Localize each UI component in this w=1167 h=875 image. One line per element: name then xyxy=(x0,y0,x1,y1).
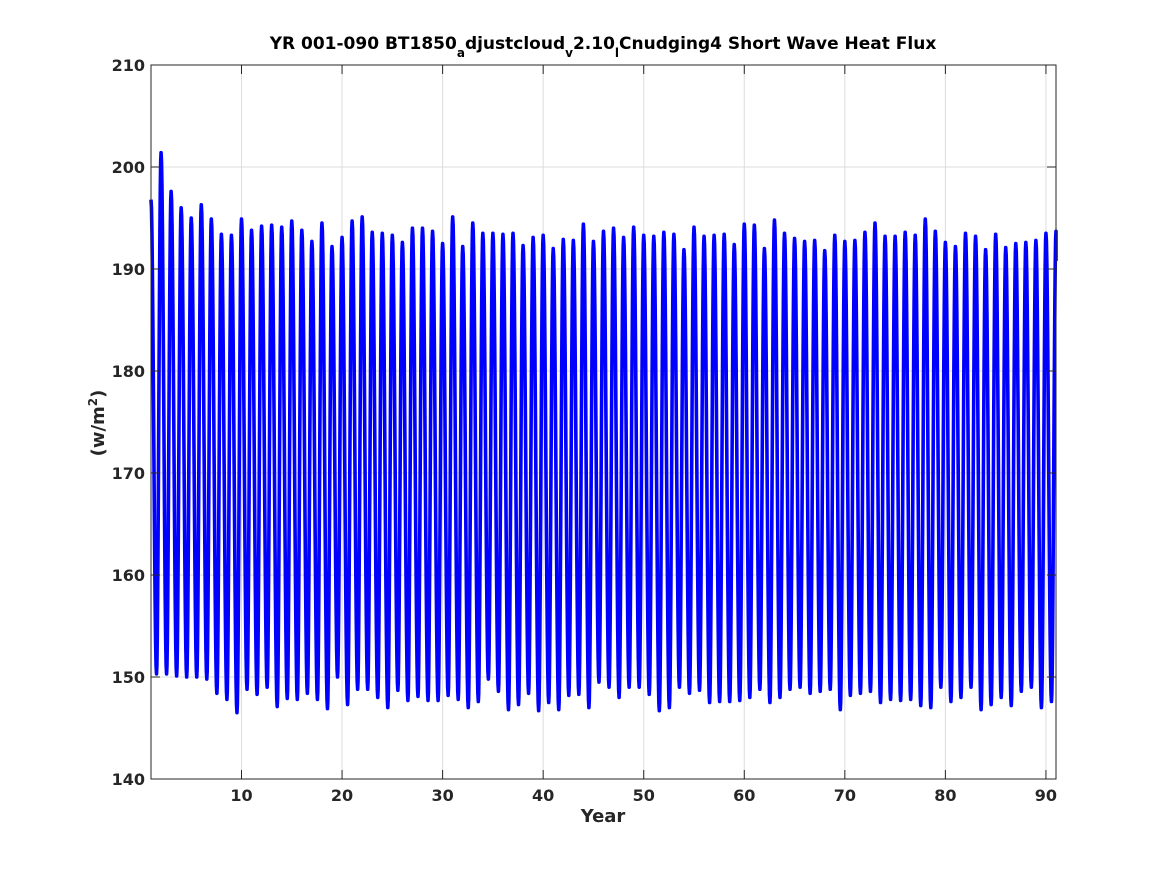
y-axis-label: (w/m2) xyxy=(86,390,109,457)
y-tick-label: 160 xyxy=(112,566,145,585)
x-tick-labels: 10 20 30 40 50 60 70 80 90 xyxy=(230,786,1057,805)
x-tick-label: 40 xyxy=(532,786,554,805)
title-segment: Cnudging4 Short Wave Heat Flux xyxy=(619,34,936,54)
plot-frame xyxy=(150,64,1057,780)
ylabel-segment: ) xyxy=(88,390,109,398)
y-tick-label: 200 xyxy=(112,158,145,177)
ylabel-superscript: 2 xyxy=(86,398,100,406)
y-tick-label: 170 xyxy=(112,464,145,483)
title-segment: 2.10 xyxy=(573,34,615,54)
y-tick-label: 210 xyxy=(112,56,145,75)
y-tick-labels: 140 150 160 170 180 190 200 210 xyxy=(112,56,145,789)
ylabel-segment: (w/m xyxy=(88,406,109,456)
plot-area xyxy=(149,64,1058,780)
y-tick-label: 150 xyxy=(112,668,145,687)
x-tick-label: 10 xyxy=(230,786,252,805)
title-subscript: v xyxy=(565,46,573,60)
chart-title: YR 001-090 BT1850adjustcloudv2.10lCnudgi… xyxy=(269,34,937,60)
title-subscript: l xyxy=(615,46,619,60)
x-tick-label: 30 xyxy=(431,786,453,805)
y-tick-label: 190 xyxy=(112,260,145,279)
plot-background xyxy=(151,65,1056,779)
x-tick-label: 90 xyxy=(1035,786,1057,805)
x-tick-label: 70 xyxy=(834,786,856,805)
tick-marks xyxy=(151,64,1056,780)
x-axis-label: Year xyxy=(580,806,626,827)
y-tick-label: 180 xyxy=(112,362,145,381)
y-tick-label: 140 xyxy=(112,770,145,789)
x-tick-label: 50 xyxy=(633,786,655,805)
x-tick-label: 20 xyxy=(331,786,353,805)
x-tick-label: 80 xyxy=(934,786,956,805)
title-segment: YR 001-090 BT1850 xyxy=(269,34,457,54)
x-tick-label: 60 xyxy=(733,786,755,805)
title-segment: djustcloud xyxy=(465,34,565,54)
series-line xyxy=(149,150,1058,715)
title-subscript: a xyxy=(457,46,465,60)
